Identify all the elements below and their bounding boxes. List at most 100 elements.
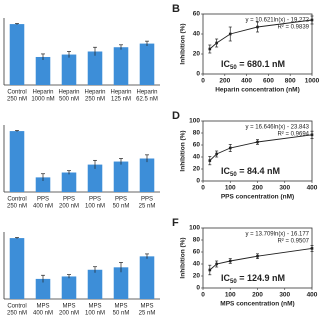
x-tick-label: 400: [241, 78, 252, 85]
x-tick-label: PPS: [115, 197, 127, 203]
y-tick-label: 80: [193, 237, 201, 244]
fit-curve: [209, 247, 313, 271]
equation: y = 13.709ln(x) - 16.177: [245, 232, 309, 238]
point: [228, 259, 232, 263]
ic50: IC50 = 84.4 nM: [221, 166, 280, 177]
x-tick-label: 200 nM: [59, 204, 79, 210]
bar: [9, 131, 25, 192]
x-tick-label: Control: [7, 197, 26, 203]
bar: [87, 269, 103, 299]
x-axis-label: Heparin concentration (nM): [215, 87, 300, 94]
ic50-sub: 50: [230, 279, 237, 285]
x-tick-label: 100 nM: [85, 311, 105, 317]
x-tick-label: 200: [252, 185, 263, 192]
y-tick-label: 60: [193, 142, 201, 149]
x-tick-label: 200: [219, 78, 230, 85]
x-tick-label: PPS: [37, 197, 49, 203]
r-squared: R² = 0.9507: [277, 239, 309, 245]
x-tick-label: 200 nM: [59, 311, 79, 317]
x-tick-label: PPS: [89, 197, 101, 203]
x-tick-label: 600: [263, 78, 274, 85]
y-tick-label: 0: [196, 285, 200, 292]
panel-label: B: [172, 3, 180, 15]
x-tick-label: 300: [279, 185, 290, 192]
point: [208, 47, 212, 51]
point: [310, 133, 314, 137]
x-tick-label: 800: [285, 78, 296, 85]
fit-curve: [209, 134, 313, 161]
x-tick-label: 400: [307, 292, 318, 299]
y-tick-label: 60: [193, 11, 201, 18]
bar: [87, 164, 103, 192]
x-tick-label: 25 nM: [139, 204, 156, 210]
bar: [139, 158, 155, 192]
bar: [113, 267, 129, 299]
x-tick-label: 400 nM: [33, 311, 53, 317]
x-tick-label: 250 nM: [85, 97, 105, 103]
y-tick-label: 20: [193, 166, 201, 173]
x-tick-label: PPS: [141, 197, 153, 203]
x-tick-label: 1000 nM: [31, 97, 54, 103]
plot-frame: [202, 13, 313, 75]
y-tick-label: 100: [189, 118, 200, 125]
x-axis-label: MPS concentration (nM): [220, 301, 294, 308]
y-tick-label: 100: [189, 225, 200, 232]
x-tick-label: 250 nM: [7, 204, 27, 210]
ic50-prefix: IC: [221, 59, 231, 69]
bar: [139, 43, 155, 85]
point: [310, 18, 314, 22]
equation: y = 16.646ln(x) - 23.843: [245, 125, 309, 131]
ic50-value: = 84.4 nM: [237, 166, 280, 176]
x-tick-label: 400 nM: [33, 204, 53, 210]
bar: [35, 278, 51, 299]
bar: [61, 172, 77, 192]
point: [256, 25, 259, 29]
y-axis-label: Inhibition (%): [180, 237, 187, 278]
y-tick-label: 0: [196, 178, 200, 185]
ic50-prefix: IC: [221, 166, 231, 176]
point: [228, 146, 232, 150]
x-tick-label: 300: [279, 292, 290, 299]
r-squared: R² = 0.9839: [277, 25, 309, 31]
bar: [9, 24, 25, 85]
x-tick-label: 100: [225, 185, 236, 192]
point: [310, 247, 314, 250]
ic50-value: = 124.9 nM: [237, 273, 285, 283]
bar: [113, 47, 129, 85]
x-tick-label: MPS: [62, 304, 75, 310]
bar: [9, 238, 25, 299]
x-tick-label: 100: [225, 292, 236, 299]
x-tick-label: 125 nM: [111, 97, 131, 103]
y-tick-label: 20: [193, 273, 201, 280]
x-tick-label: 25 nM: [139, 311, 156, 317]
bar: [35, 56, 51, 85]
y-tick-label: 40: [193, 154, 201, 161]
y-axis-label: Inhibition (%): [180, 130, 187, 171]
x-axis-label: PPS concentration (nM): [221, 194, 294, 201]
x-tick-label: Control: [7, 90, 26, 96]
point: [215, 41, 218, 45]
bar: [61, 54, 77, 85]
x-tick-label: 250 nM: [7, 311, 27, 317]
ic50: IC50 = 124.9 nM: [221, 273, 285, 284]
point: [256, 254, 259, 258]
r-squared: R² = 0.9694: [277, 132, 309, 138]
point: [208, 268, 212, 272]
point: [215, 262, 218, 266]
x-tick-label: 0: [201, 78, 205, 85]
x-tick-label: 50 nM: [113, 204, 130, 210]
x-tick-label: 200: [252, 292, 263, 299]
y-axis-label: Inhibition (%): [180, 23, 187, 64]
x-tick-label: MPS: [36, 304, 49, 310]
equation: y = 10.621ln(x) - 19.272: [245, 18, 309, 24]
y-tick-label: 60: [193, 249, 201, 256]
x-tick-label: 250 nM: [7, 97, 27, 103]
bar: [113, 161, 129, 192]
point: [228, 32, 232, 36]
x-tick-label: PPS: [63, 197, 75, 203]
panel-label: F: [172, 217, 179, 229]
x-tick-label: Heparin: [58, 90, 79, 96]
x-tick-label: MPS: [140, 304, 153, 310]
